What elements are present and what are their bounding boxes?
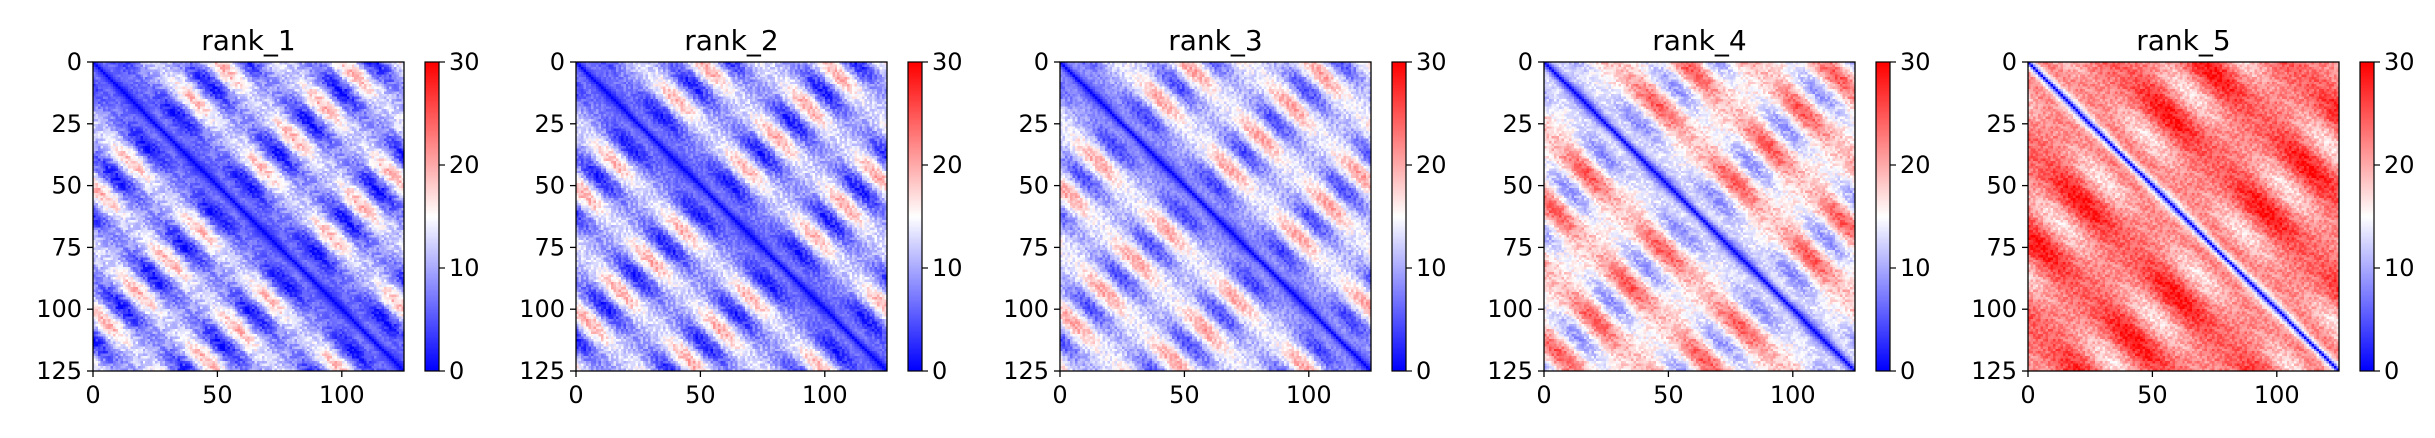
heatmap-image [1060,62,1371,371]
colorbar [2360,62,2374,371]
colorbar [1876,62,1890,371]
colorbar-tick-label: 0 [2384,357,2399,385]
x-tick-label: 50 [1653,381,1684,409]
y-tick-label: 50 [1986,172,2017,200]
y-tick-label: 0 [550,48,565,76]
y-tick-label: 0 [67,48,82,76]
colorbar-tick-label: 30 [449,48,480,76]
x-tick-label: 50 [1169,381,1200,409]
colorbar-tick-label: 30 [932,48,963,76]
y-tick-label: 125 [1971,357,2017,385]
y-tick-label: 100 [519,295,565,323]
colorbar-tick-label: 0 [932,357,947,385]
heatmap-image [93,62,404,371]
y-tick-label: 125 [1003,357,1049,385]
x-tick-label: 100 [319,381,365,409]
chart-title: rank_4 [1652,24,1746,57]
plot-frame [92,61,405,372]
colorbar-tick-label: 10 [449,254,480,282]
colorbar-frame [1391,61,1407,372]
colorbar-tick-label: 10 [1416,254,1447,282]
y-tick-label: 75 [51,233,82,261]
colorbar-tick-label: 30 [1416,48,1447,76]
y-tick-label: 125 [1487,357,1533,385]
colorbar-tick-label: 10 [932,254,963,282]
heatmap-image [2028,62,2339,371]
x-tick-label: 100 [2254,381,2300,409]
colorbar-tick-label: 20 [932,151,963,179]
chart-title: rank_1 [201,24,295,57]
x-tick-label: 100 [1770,381,1816,409]
y-tick-label: 75 [1018,233,1049,261]
y-tick-label: 50 [1502,172,1533,200]
colorbar-tick-label: 10 [1900,254,1931,282]
chart-title: rank_3 [1168,24,1262,57]
chart-title: rank_5 [2136,24,2230,57]
colorbar-tick-label: 20 [1416,151,1447,179]
colorbar-frame [907,61,923,372]
colorbar-tick-label: 20 [2384,151,2415,179]
y-tick-label: 50 [534,172,565,200]
plot-frame [2027,61,2340,372]
chart-title: rank_2 [684,24,778,57]
y-tick-label: 25 [1986,110,2017,138]
heatmap-image [1544,62,1855,371]
y-tick-label: 25 [51,110,82,138]
x-tick-label: 0 [1536,381,1551,409]
y-tick-label: 75 [534,233,565,261]
x-tick-label: 50 [202,381,233,409]
colorbar-tick-label: 10 [2384,254,2415,282]
colorbar-tick-label: 0 [449,357,464,385]
x-tick-label: 100 [802,381,848,409]
y-tick-label: 125 [519,357,565,385]
y-tick-label: 25 [534,110,565,138]
colorbar [908,62,922,371]
x-tick-label: 100 [1286,381,1332,409]
y-tick-label: 100 [1971,295,2017,323]
heatmap-image [576,62,887,371]
plot-frame [1059,61,1372,372]
colorbar-tick-label: 30 [2384,48,2415,76]
y-tick-label: 50 [1018,172,1049,200]
y-tick-label: 100 [36,295,82,323]
y-tick-label: 125 [36,357,82,385]
y-tick-label: 75 [1502,233,1533,261]
x-tick-label: 0 [1052,381,1067,409]
y-tick-label: 0 [1518,48,1533,76]
colorbar-tick-label: 0 [1416,357,1431,385]
plot-frame [575,61,888,372]
colorbar-tick-label: 20 [449,151,480,179]
colorbar [425,62,439,371]
colorbar-tick-label: 30 [1900,48,1931,76]
x-tick-label: 50 [2137,381,2168,409]
x-tick-label: 0 [85,381,100,409]
colorbar-frame [1875,61,1891,372]
y-tick-label: 0 [1034,48,1049,76]
colorbar-frame [424,61,440,372]
plot-frame [1543,61,1856,372]
y-tick-label: 50 [51,172,82,200]
x-tick-label: 50 [685,381,716,409]
y-tick-label: 75 [1986,233,2017,261]
x-tick-label: 0 [568,381,583,409]
x-tick-label: 0 [2020,381,2035,409]
y-tick-label: 100 [1003,295,1049,323]
colorbar-tick-label: 0 [1900,357,1915,385]
y-tick-label: 25 [1018,110,1049,138]
y-tick-label: 0 [2002,48,2017,76]
y-tick-label: 25 [1502,110,1533,138]
colorbar-frame [2359,61,2375,372]
colorbar-tick-label: 20 [1900,151,1931,179]
y-tick-label: 100 [1487,295,1533,323]
colorbar [1392,62,1406,371]
